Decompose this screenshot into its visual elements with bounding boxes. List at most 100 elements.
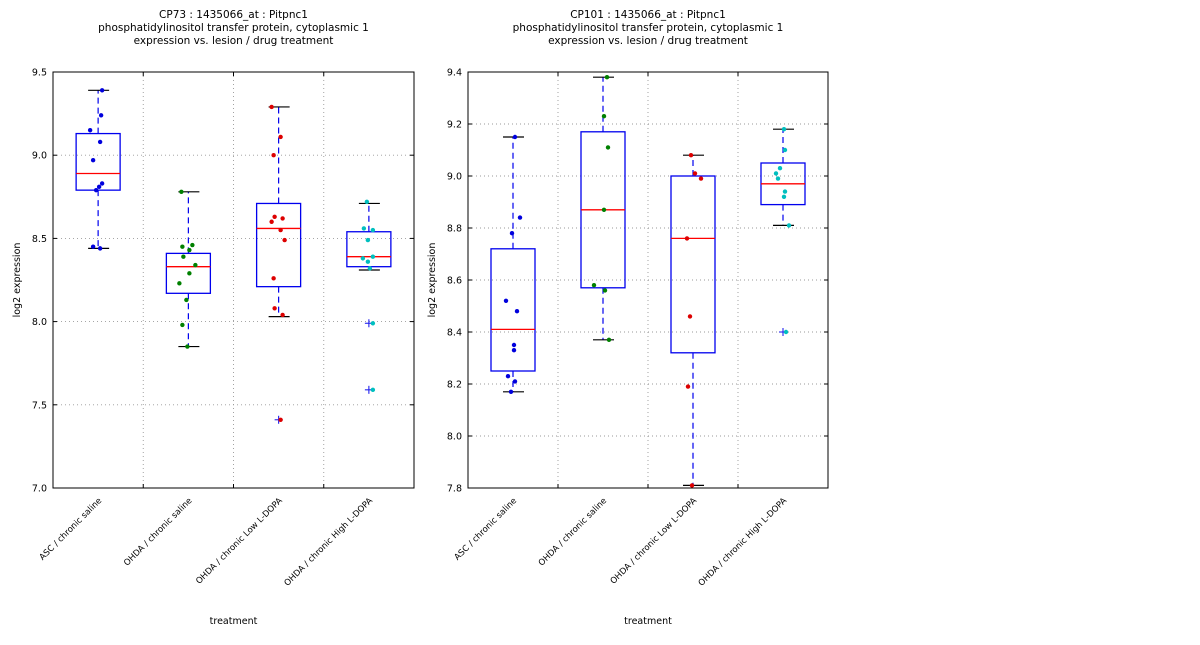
y-tick-label: 8.5 (32, 234, 47, 245)
y-tick-label: 9.0 (32, 151, 47, 162)
data-point (591, 283, 597, 288)
data-point (692, 171, 698, 176)
data-point (87, 128, 93, 133)
iqr-box (670, 175, 716, 354)
y-tick-label: 8.8 (447, 224, 462, 235)
plot-title-line: CP101 : 1435066_at : Pitpnc1 (570, 9, 726, 21)
data-point (360, 256, 366, 261)
box-group (255, 104, 302, 424)
data-point (689, 483, 695, 488)
x-axis-label: treatment (624, 616, 672, 627)
data-point (509, 231, 515, 236)
data-point (90, 244, 96, 249)
data-point (177, 281, 182, 286)
data-point (367, 266, 373, 271)
data-point (782, 147, 788, 153)
data-point (187, 247, 192, 253)
data-point (370, 227, 376, 233)
data-point (278, 417, 283, 422)
data-point (271, 276, 276, 281)
iqr-box (490, 248, 536, 372)
data-point (512, 379, 518, 384)
data-point (511, 348, 517, 353)
data-point (782, 189, 788, 194)
y-tick-label: 8.0 (447, 432, 462, 443)
data-point (781, 127, 787, 132)
y-tick-label: 9.4 (447, 68, 462, 79)
box-group (75, 88, 121, 251)
data-point (269, 104, 274, 110)
x-tick-label: OHDA / chronic High L-DOPA (697, 496, 790, 589)
plot-title-line: CP73 : 1435066_at : Pitpnc1 (159, 9, 308, 21)
y-axis-label: log2 expression (12, 243, 23, 318)
box-group (346, 199, 392, 394)
box-group (760, 127, 806, 336)
data-point (282, 237, 287, 243)
data-point (684, 236, 690, 241)
data-point (370, 321, 376, 326)
data-point (90, 157, 96, 163)
data-point (685, 384, 691, 389)
data-point (361, 226, 367, 231)
data-point (193, 262, 198, 268)
subplot-cp73: 7.0 7.5 8.0 8.5 9.0 9.5 ASC / chronic saline OH… (12, 9, 415, 627)
data-point (601, 207, 607, 212)
data-point (99, 181, 105, 186)
y-tick-label: 9.2 (447, 120, 462, 131)
data-point (783, 329, 789, 335)
y-tick-label: 8.2 (447, 380, 462, 391)
iqr-box (165, 252, 212, 294)
y-tick-label: 9.0 (447, 172, 462, 183)
y-tick-label: 7.8 (447, 484, 462, 495)
data-point (370, 387, 376, 393)
data-point (512, 134, 518, 140)
x-tick-label: OHDA / chronic saline (122, 496, 194, 568)
data-point (786, 223, 792, 228)
plot-title-line: phosphatidylinositol transfer protein, c… (513, 22, 784, 34)
data-point (269, 219, 274, 224)
data-point (272, 214, 277, 219)
data-point (601, 114, 607, 119)
iqr-box (255, 202, 302, 288)
data-point (605, 145, 611, 150)
data-point (604, 75, 610, 80)
data-point (96, 184, 102, 190)
box-group (490, 134, 536, 394)
data-point (508, 389, 514, 394)
data-point (184, 297, 189, 303)
y-tick-label: 8.6 (447, 276, 462, 287)
data-point (180, 244, 185, 249)
x-tick-label: ASC / chronic saline (38, 496, 105, 563)
data-point (777, 166, 783, 171)
box-group (670, 153, 716, 488)
y-tick-label: 8.0 (32, 317, 47, 328)
data-point (97, 246, 103, 251)
data-point (280, 312, 285, 318)
data-point (97, 139, 103, 145)
data-point (187, 271, 192, 276)
y-tick-label: 9.5 (32, 68, 47, 79)
box-group (165, 189, 212, 349)
data-point (602, 288, 608, 293)
data-point (773, 171, 779, 176)
data-point (190, 242, 195, 248)
data-point (93, 187, 99, 193)
data-point (99, 88, 105, 93)
data-point (687, 314, 693, 319)
y-axis-label: log2 expression (427, 243, 438, 318)
plot-title-line: expression vs. lesion / drug treatment (134, 35, 334, 47)
data-point (698, 176, 704, 181)
data-point (517, 215, 523, 220)
data-point (505, 374, 511, 379)
data-point (511, 342, 517, 348)
data-point (278, 227, 283, 233)
data-point (98, 113, 104, 118)
data-point (606, 337, 612, 342)
data-point (278, 134, 283, 140)
data-point (179, 189, 184, 195)
y-tick-label: 7.0 (32, 484, 47, 495)
data-point (271, 153, 276, 158)
data-point (365, 259, 371, 264)
